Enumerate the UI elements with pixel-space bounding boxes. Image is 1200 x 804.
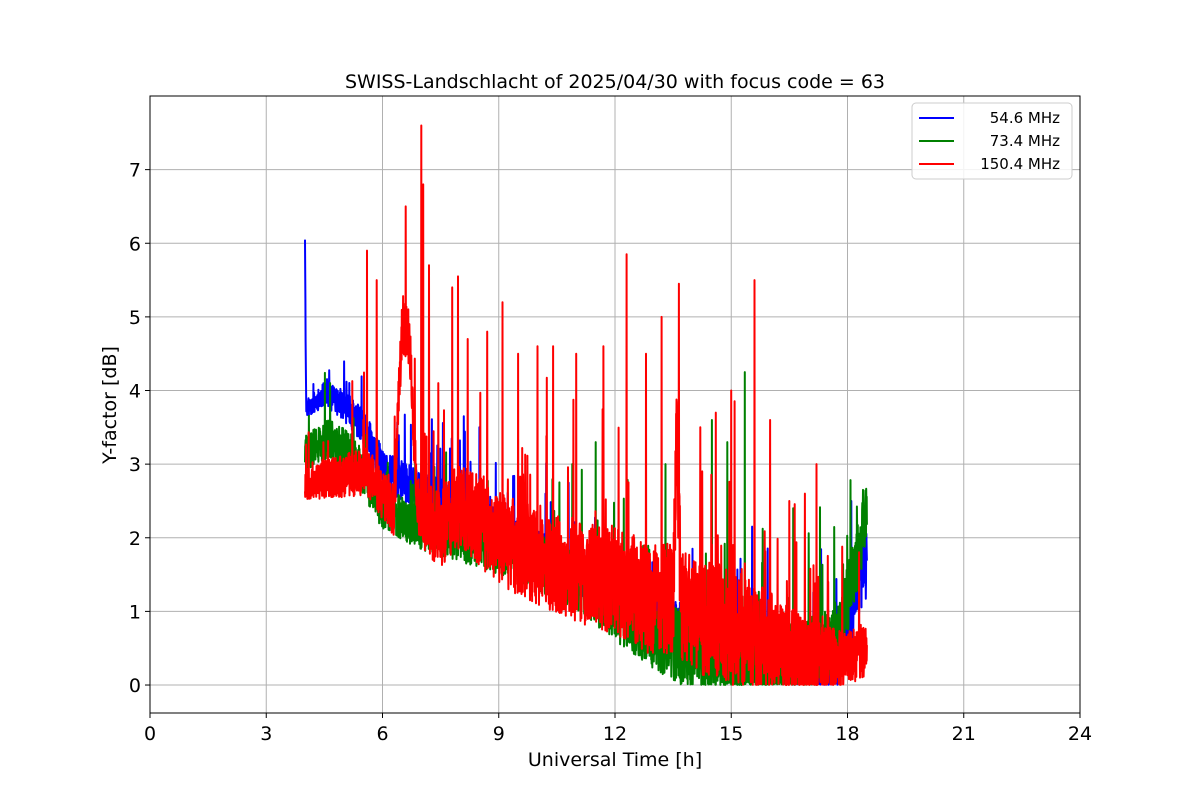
series-line [304, 124, 868, 686]
x-tick-label: 0 [144, 723, 156, 745]
y-tick-label: 4 [129, 381, 141, 403]
y-tick-label: 2 [129, 528, 141, 550]
y-tick-label: 7 [129, 160, 141, 182]
y-tick-label: 0 [129, 675, 141, 697]
x-tick-label: 21 [952, 723, 976, 745]
y-tick-label: 5 [129, 307, 141, 329]
legend-label: 54.6 MHz [990, 109, 1060, 127]
x-axis-label: Universal Time [h] [528, 749, 702, 771]
legend-label: 150.4 MHz [980, 155, 1060, 173]
y-axis-label: Y-factor [dB] [99, 346, 121, 465]
x-tick-label: 15 [719, 723, 743, 745]
legend-label: 73.4 MHz [990, 132, 1060, 150]
x-tick-label: 18 [835, 723, 859, 745]
chart-title: SWISS-Landschlacht of 2025/04/30 with fo… [345, 71, 885, 93]
x-tick-label: 12 [603, 723, 627, 745]
y-tick-label: 1 [129, 601, 141, 623]
x-tick-label: 6 [376, 723, 388, 745]
x-tick-label: 9 [493, 723, 505, 745]
x-tick-label: 3 [260, 723, 272, 745]
legend: 54.6 MHz 73.4 MHz 150.4 MHz [911, 102, 1073, 180]
legend-box [911, 102, 1073, 180]
data-series [304, 124, 868, 686]
y-tick-label: 3 [129, 454, 141, 476]
y-tick-label: 6 [129, 233, 141, 255]
x-tick-label: 24 [1068, 723, 1092, 745]
